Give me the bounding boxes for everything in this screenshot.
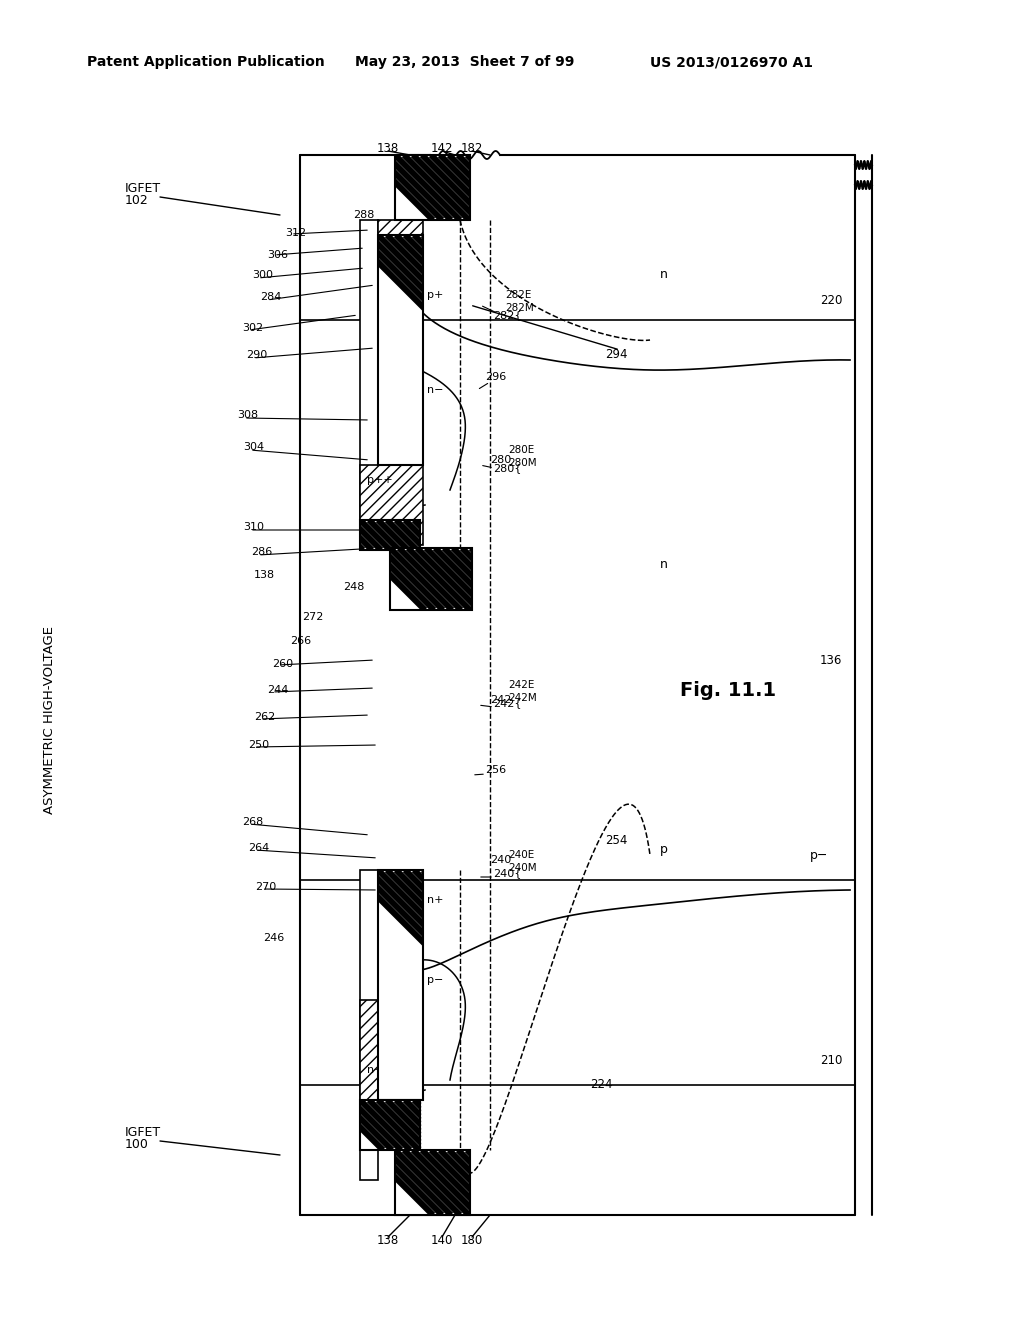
Bar — [378, 235, 423, 465]
Bar — [390, 548, 472, 610]
Text: 246: 246 — [263, 933, 285, 942]
Text: 240E: 240E — [508, 850, 535, 861]
Bar — [395, 1150, 470, 1214]
Text: 244: 244 — [267, 685, 289, 696]
Bar — [395, 154, 470, 220]
Text: 100: 100 — [125, 1138, 148, 1151]
Text: 282E: 282E — [505, 290, 531, 300]
Text: 240{: 240{ — [493, 869, 521, 878]
Text: 102: 102 — [125, 194, 148, 206]
Text: n++: n++ — [380, 895, 406, 906]
Text: 262: 262 — [254, 711, 275, 722]
Text: 242: 242 — [490, 696, 511, 705]
Text: 268: 268 — [242, 817, 263, 828]
Text: 306: 306 — [267, 249, 288, 260]
Text: n+: n+ — [427, 895, 443, 906]
Text: p++: p++ — [380, 246, 406, 255]
Text: 260: 260 — [272, 659, 293, 669]
Bar — [390, 548, 472, 610]
Text: ASYMMETRIC HIGH-VOLTAGE: ASYMMETRIC HIGH-VOLTAGE — [43, 626, 56, 814]
Text: 282{: 282{ — [493, 310, 521, 319]
Text: n: n — [660, 268, 668, 281]
Text: p+: p+ — [427, 290, 443, 300]
Text: US 2013/0126970 A1: US 2013/0126970 A1 — [650, 55, 813, 69]
Text: 250: 250 — [248, 741, 269, 750]
Text: 288: 288 — [353, 210, 375, 220]
Text: 240M: 240M — [508, 863, 537, 873]
Text: 182: 182 — [461, 141, 483, 154]
Bar — [360, 520, 420, 550]
Text: Patent Application Publication: Patent Application Publication — [87, 55, 325, 69]
Bar — [360, 1001, 423, 1100]
Text: 220: 220 — [820, 293, 843, 306]
Text: p−: p− — [810, 849, 828, 862]
Bar — [360, 465, 423, 545]
Bar — [378, 870, 423, 954]
Bar — [360, 870, 378, 1180]
Text: 136: 136 — [820, 653, 843, 667]
Text: 254: 254 — [605, 833, 628, 846]
Text: n: n — [660, 558, 668, 572]
Text: 280M: 280M — [508, 458, 537, 469]
Text: 266: 266 — [290, 636, 311, 645]
Text: 138: 138 — [254, 570, 275, 579]
Text: 286: 286 — [251, 546, 272, 557]
Text: 290: 290 — [246, 350, 267, 360]
Text: 294: 294 — [605, 348, 628, 362]
Text: p++: p++ — [368, 475, 393, 484]
Text: IGFET: IGFET — [125, 181, 161, 194]
Text: 256: 256 — [485, 766, 506, 775]
Text: 284: 284 — [260, 292, 282, 302]
Text: n−: n− — [427, 385, 443, 395]
Text: 210: 210 — [820, 1053, 843, 1067]
Text: p: p — [660, 843, 668, 857]
Text: 270: 270 — [255, 882, 276, 892]
Bar — [395, 1150, 470, 1214]
Text: 140: 140 — [431, 1233, 454, 1246]
Text: 280: 280 — [490, 455, 511, 465]
Text: 280E: 280E — [508, 445, 535, 455]
Text: 248: 248 — [343, 582, 365, 591]
Text: 240: 240 — [490, 855, 511, 865]
Text: 242E: 242E — [508, 680, 535, 690]
Bar — [378, 220, 423, 300]
Text: n+: n+ — [381, 985, 397, 995]
Text: 280{: 280{ — [493, 463, 521, 473]
Text: p−: p− — [427, 975, 443, 985]
Bar — [378, 870, 423, 1100]
Text: p+: p+ — [381, 375, 397, 385]
Text: n++: n++ — [367, 1065, 393, 1074]
Text: IGFET: IGFET — [125, 1126, 161, 1138]
Bar — [360, 1100, 420, 1150]
Text: 312: 312 — [285, 228, 306, 238]
Text: 264: 264 — [248, 843, 269, 853]
Text: 282M: 282M — [505, 304, 534, 313]
Bar — [360, 520, 420, 550]
Text: 138: 138 — [377, 1233, 399, 1246]
Text: 300: 300 — [252, 271, 273, 280]
Bar — [378, 235, 423, 465]
Text: Fig. 11.1: Fig. 11.1 — [680, 681, 776, 700]
Text: 138: 138 — [377, 141, 399, 154]
Bar — [360, 1100, 420, 1150]
Text: May 23, 2013  Sheet 7 of 99: May 23, 2013 Sheet 7 of 99 — [355, 55, 574, 69]
Text: 142: 142 — [431, 141, 454, 154]
Text: 302: 302 — [242, 323, 263, 333]
Text: 180: 180 — [461, 1233, 483, 1246]
Bar — [395, 154, 470, 220]
Text: 242{: 242{ — [493, 698, 521, 708]
Bar — [360, 220, 378, 520]
Text: 304: 304 — [243, 442, 264, 451]
Text: 308: 308 — [237, 411, 258, 420]
Text: 224: 224 — [590, 1078, 612, 1092]
Text: 272: 272 — [302, 612, 324, 622]
Bar — [378, 870, 423, 1100]
Text: 296: 296 — [485, 372, 506, 381]
Text: 310: 310 — [243, 521, 264, 532]
Text: 242M: 242M — [508, 693, 537, 704]
